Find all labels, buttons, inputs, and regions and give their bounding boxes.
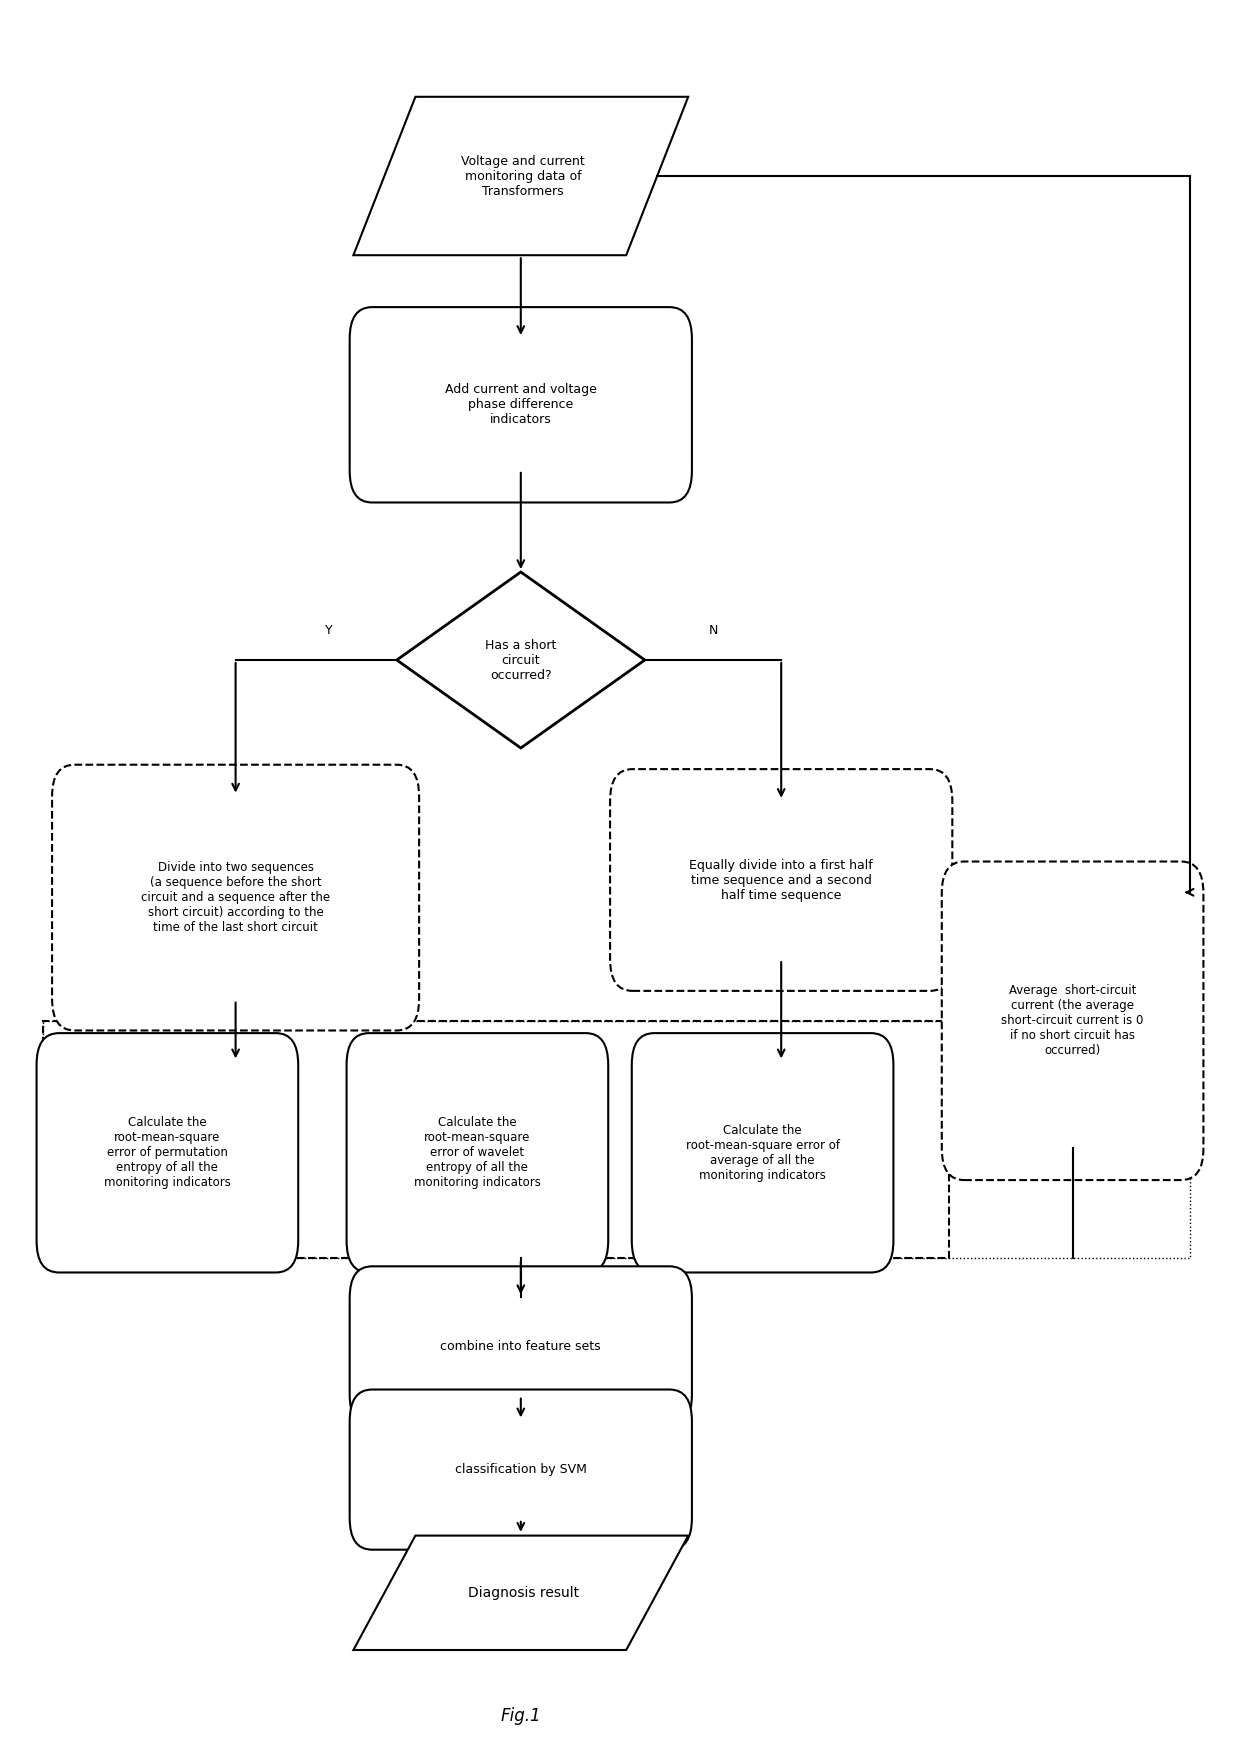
Text: Calculate the
root-mean-square
error of permutation
entropy of all the
monitorin: Calculate the root-mean-square error of … — [104, 1116, 231, 1190]
Text: Divide into two sequences
(a sequence before the short
circuit and a sequence af: Divide into two sequences (a sequence be… — [141, 861, 330, 935]
FancyBboxPatch shape — [350, 1267, 692, 1426]
FancyBboxPatch shape — [350, 1390, 692, 1549]
FancyBboxPatch shape — [52, 764, 419, 1031]
FancyBboxPatch shape — [346, 1033, 608, 1272]
Text: Calculate the
root-mean-square error of
average of all the
monitoring indicators: Calculate the root-mean-square error of … — [686, 1125, 839, 1181]
Text: combine into feature sets: combine into feature sets — [440, 1339, 601, 1353]
FancyBboxPatch shape — [942, 862, 1203, 1181]
Polygon shape — [353, 1535, 688, 1651]
Text: Fig.1: Fig.1 — [501, 1707, 541, 1725]
Text: Voltage and current
monitoring data of
Transformers: Voltage and current monitoring data of T… — [461, 155, 585, 197]
Text: Has a short
circuit
occurred?: Has a short circuit occurred? — [485, 639, 557, 681]
Text: Diagnosis result: Diagnosis result — [467, 1586, 579, 1600]
Text: Y: Y — [325, 625, 332, 637]
Text: Equally divide into a first half
time sequence and a second
half time sequence: Equally divide into a first half time se… — [689, 859, 873, 901]
Text: Add current and voltage
phase difference
indicators: Add current and voltage phase difference… — [445, 384, 596, 426]
FancyBboxPatch shape — [43, 1021, 949, 1258]
FancyBboxPatch shape — [37, 1033, 299, 1272]
Text: Average  short-circuit
current (the average
short-circuit current is 0
if no sho: Average short-circuit current (the avera… — [1002, 984, 1143, 1058]
Polygon shape — [397, 572, 645, 748]
FancyBboxPatch shape — [631, 1033, 893, 1272]
Text: N: N — [708, 625, 718, 637]
Text: Calculate the
root-mean-square
error of wavelet
entropy of all the
monitoring in: Calculate the root-mean-square error of … — [414, 1116, 541, 1190]
FancyBboxPatch shape — [610, 769, 952, 991]
Polygon shape — [353, 97, 688, 255]
Text: classification by SVM: classification by SVM — [455, 1463, 587, 1477]
FancyBboxPatch shape — [350, 306, 692, 503]
